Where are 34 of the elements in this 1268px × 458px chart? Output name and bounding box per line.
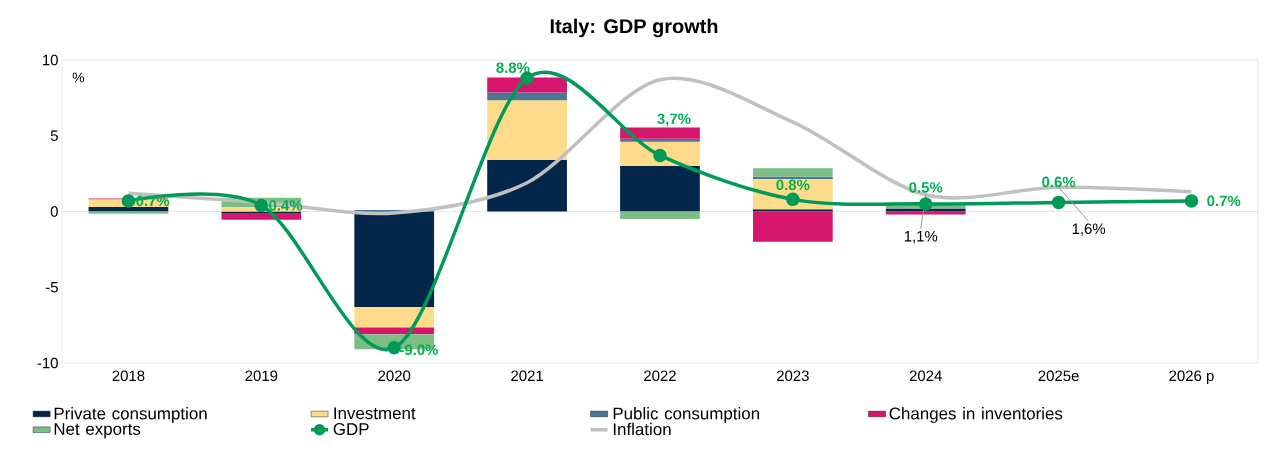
x-tick-label: 2021 [511,370,543,382]
data-label: 0.7% [1207,195,1241,207]
data-label: 8.8% [496,62,530,73]
chart-title: Italy: GDP growth [550,18,718,38]
data-label: 0.4% [269,200,303,211]
y-tick-label: 0 [50,206,58,217]
legend-label: Investment [334,407,416,420]
x-tick-label: 2024 [909,370,942,382]
data-label: 1,1% [904,231,938,244]
y-tick-label: 10 [43,54,58,66]
x-tick-label: 2026 p [1169,370,1214,385]
data-label: 0.6% [1042,176,1076,188]
y-axis-title: % [72,72,85,83]
legend-label: Inflation [613,422,671,436]
data-label: -9.0% [399,344,439,356]
data-label: 1,6% [1072,223,1106,236]
x-tick-label: 2023 [776,370,809,382]
legend-label: Changes in inventories [889,407,1063,423]
y-tick-label: 5 [50,130,58,141]
y-tick-label: -5 [45,282,58,293]
x-tick-label: 2022 [644,370,676,382]
data-label: 0.8% [776,179,810,191]
y-tick-label: -10 [37,357,58,369]
legend-label: Public consumption [613,407,759,423]
legend-label: Net exports [54,423,141,439]
legend-label: GDP [333,423,369,436]
data-label: 0.7% [136,195,170,207]
data-label: 3,7% [657,113,691,127]
x-tick-label: 2018 [112,370,145,382]
x-tick-label: 2020 [378,370,411,382]
legend-label: Private consumption [54,407,207,423]
x-tick-label: 2025e [1038,370,1079,382]
data-label: 0.5% [909,182,943,193]
x-tick-label: 2019 [245,370,278,382]
